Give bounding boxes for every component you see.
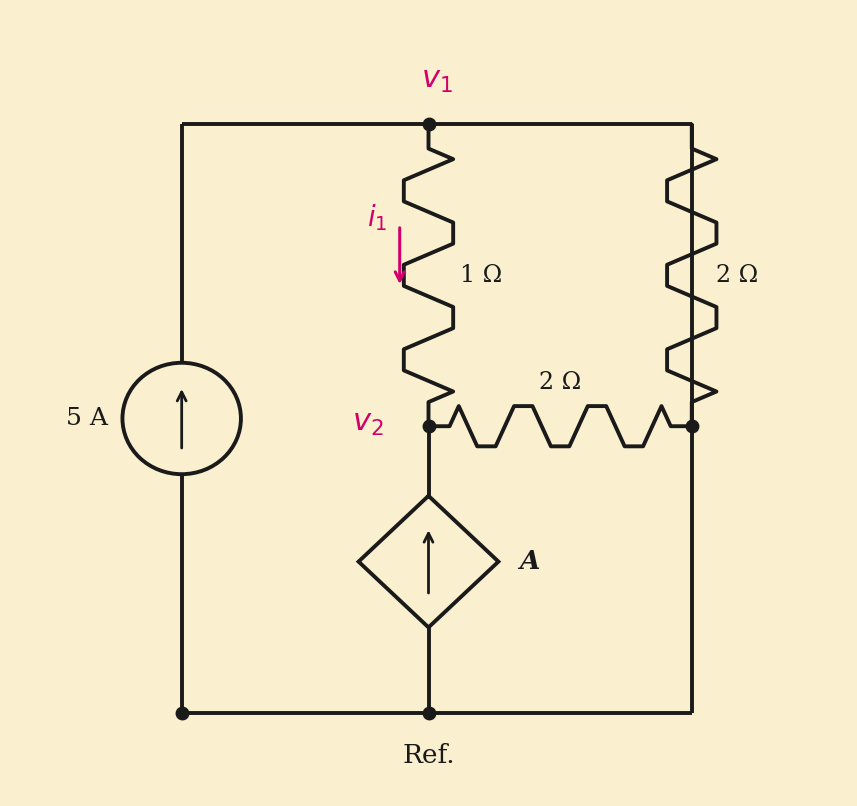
Text: $v_1$: $v_1$: [421, 64, 452, 95]
Text: $i_1$: $i_1$: [367, 202, 387, 233]
Text: 1 Ω: 1 Ω: [459, 264, 502, 287]
Text: A: A: [519, 549, 540, 574]
Text: 5 A: 5 A: [66, 407, 108, 430]
Text: 2 Ω: 2 Ω: [716, 264, 758, 287]
Text: 2 Ω: 2 Ω: [539, 371, 581, 393]
Text: $v_2$: $v_2$: [351, 407, 383, 438]
Text: Ref.: Ref.: [402, 743, 455, 768]
